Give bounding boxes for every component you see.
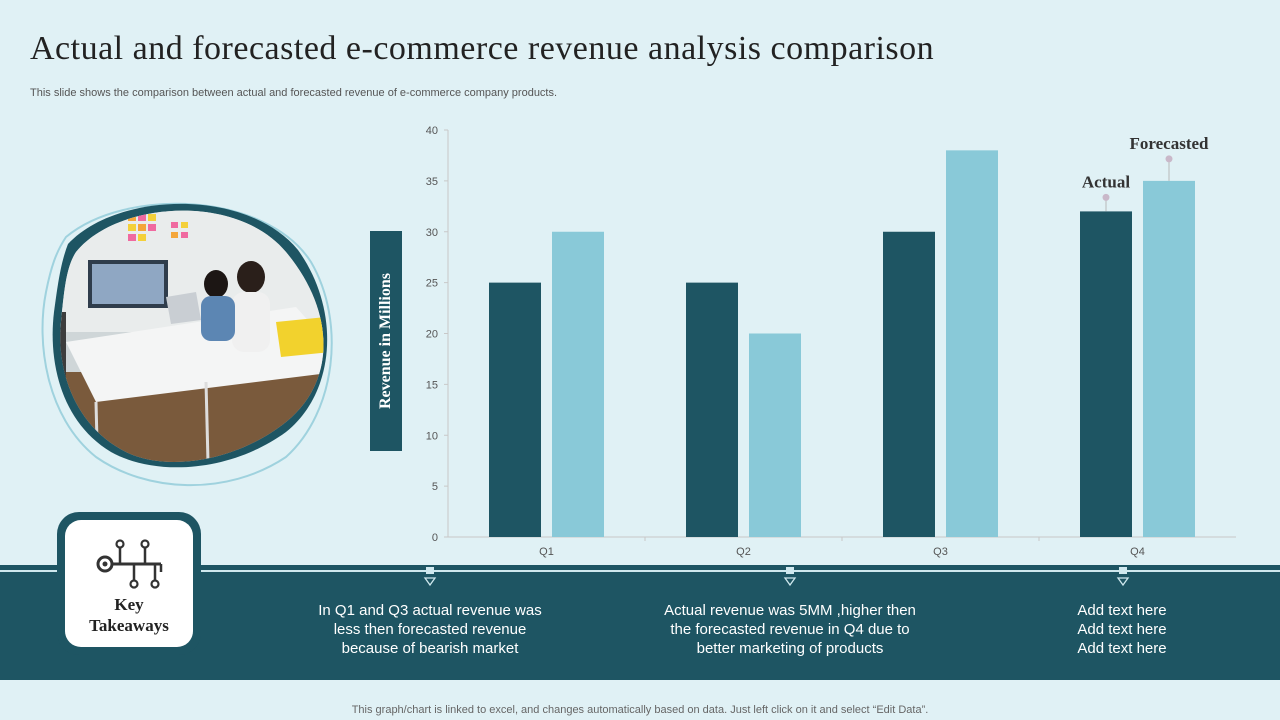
bar-forecasted-q3 bbox=[946, 150, 998, 537]
takeaway-marker-3 bbox=[1116, 567, 1130, 587]
y-tick-label: 25 bbox=[426, 278, 438, 290]
takeaway-marker-1 bbox=[423, 567, 437, 587]
bar-actual-q3 bbox=[883, 231, 935, 537]
y-tick-label: 40 bbox=[426, 125, 438, 137]
page-title: Actual and forecasted e-commerce revenue… bbox=[30, 30, 935, 67]
bar-forecasted-q4 bbox=[1143, 180, 1195, 537]
y-tick-label: 5 bbox=[432, 481, 438, 493]
key-takeaways-band bbox=[0, 565, 1280, 680]
page-subtitle: This slide shows the comparison between … bbox=[30, 87, 558, 99]
bar-actual-q1 bbox=[489, 282, 541, 537]
y-tick-label: 30 bbox=[426, 227, 438, 239]
annotation-dot-forecasted bbox=[1165, 155, 1173, 163]
y-tick-label: 10 bbox=[426, 430, 438, 442]
bar-actual-q4 bbox=[1080, 211, 1132, 537]
annotation-label-forecasted: Forecasted bbox=[1130, 134, 1210, 153]
office-meeting-photo bbox=[36, 192, 336, 492]
y-tick-label: 0 bbox=[432, 532, 438, 544]
bar-forecasted-q2 bbox=[749, 333, 801, 537]
annotation-dot-actual bbox=[1102, 193, 1110, 201]
bar-actual-q2 bbox=[686, 282, 738, 537]
takeaway-text-3: Add text here Add text here Add text her… bbox=[1077, 602, 1167, 657]
band-divider-line bbox=[0, 570, 1280, 572]
bar-forecasted-q1 bbox=[552, 231, 604, 537]
y-axis-label-box: Revenue in Millions bbox=[370, 231, 402, 451]
key-takeaways-label: Key Takeaways bbox=[89, 595, 169, 635]
circuit-key-icon bbox=[96, 539, 163, 589]
takeaway-text-2: Actual revenue was 5MM ,higher then the … bbox=[664, 602, 916, 657]
takeaway-marker-2 bbox=[783, 567, 797, 587]
key-takeaways-card: Key Takeaways bbox=[57, 512, 201, 655]
y-tick-label: 15 bbox=[426, 379, 438, 391]
y-tick-label: 35 bbox=[426, 176, 438, 188]
x-tick-label: Q4 bbox=[1130, 546, 1145, 558]
x-tick-label: Q2 bbox=[736, 546, 751, 558]
annotation-label-actual: Actual bbox=[1082, 172, 1130, 191]
y-tick-label: 20 bbox=[426, 329, 438, 341]
takeaway-text-1: In Q1 and Q3 actual revenue was less the… bbox=[318, 602, 542, 657]
x-tick-label: Q1 bbox=[539, 546, 554, 558]
footer-note: This graph/chart is linked to excel, and… bbox=[351, 704, 929, 716]
x-tick-label: Q3 bbox=[933, 546, 948, 558]
